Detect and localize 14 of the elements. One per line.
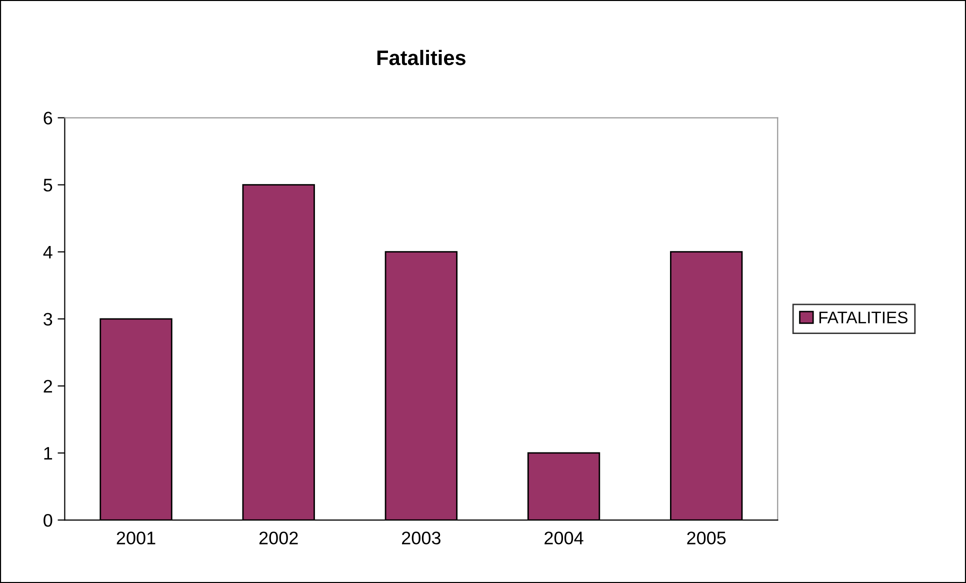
- x-tick-label: 2002: [259, 532, 298, 544]
- y-tick-label: 1: [44, 447, 52, 460]
- y-tick-label: 2: [44, 380, 52, 392]
- legend-label: FATALITIES: [819, 312, 908, 324]
- x-tick-label: 2004: [544, 532, 584, 544]
- x-tick-label: 2003: [402, 532, 440, 544]
- y-tick-label: 4: [43, 246, 52, 258]
- y-tick-label: 3: [44, 312, 52, 326]
- y-tick-label: 6: [44, 112, 52, 124]
- x-tick-label: 2005: [687, 532, 726, 544]
- x-tick-label: 2001: [116, 532, 156, 544]
- chart-title: Fatalities: [377, 50, 466, 66]
- y-tick-label: 5: [44, 178, 52, 192]
- y-tick-label: 0: [44, 514, 52, 527]
